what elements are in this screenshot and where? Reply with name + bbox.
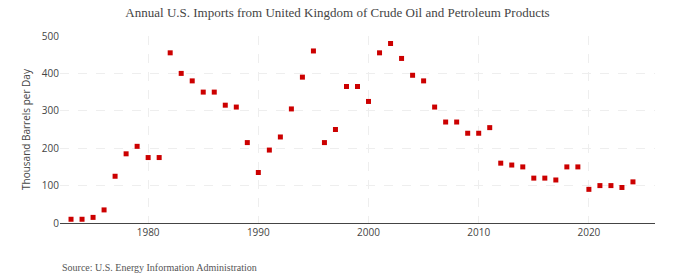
svg-text:Thousand Barrels per Day: Thousand Barrels per Day — [19, 68, 33, 190]
svg-text:1990: 1990 — [247, 225, 270, 239]
svg-text:Source: U.S. Energy Informatio: Source: U.S. Energy Information Administ… — [62, 262, 257, 273]
svg-text:200: 200 — [42, 141, 59, 155]
svg-text:300: 300 — [42, 103, 59, 117]
svg-text:400: 400 — [42, 66, 59, 80]
svg-text:Annual U.S. Imports from Unite: Annual U.S. Imports from United Kingdom … — [125, 5, 549, 20]
svg-text:0: 0 — [53, 216, 59, 230]
svg-text:2000: 2000 — [357, 225, 380, 239]
svg-text:500: 500 — [42, 29, 59, 43]
svg-text:2010: 2010 — [467, 225, 490, 239]
svg-text:1980: 1980 — [137, 225, 160, 239]
svg-text:100: 100 — [42, 178, 59, 192]
svg-text:2020: 2020 — [577, 225, 600, 239]
